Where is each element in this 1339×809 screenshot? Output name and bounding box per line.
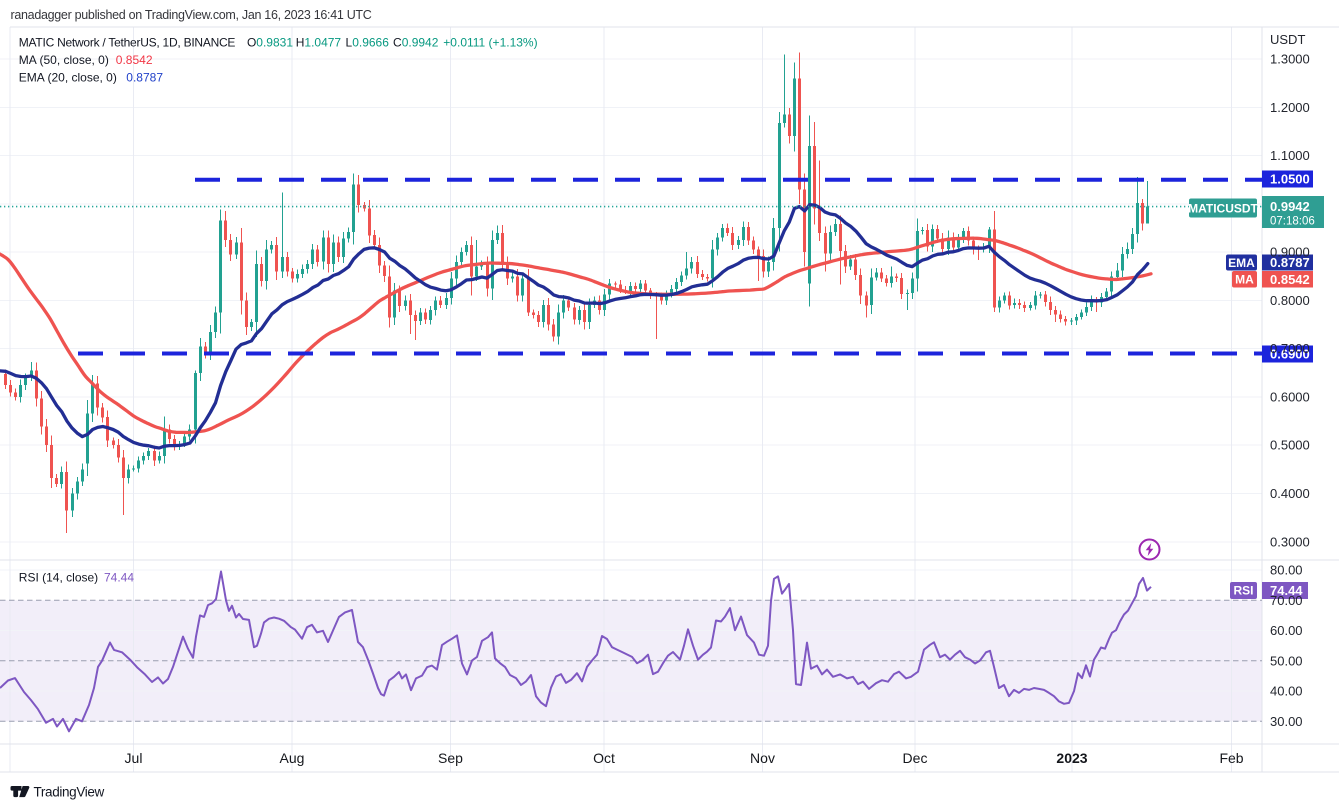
svg-text:07:18:06: 07:18:06: [1270, 216, 1315, 228]
svg-text:0.8787: 0.8787: [1270, 255, 1310, 270]
svg-text:Dec: Dec: [903, 750, 928, 766]
svg-text:1.3000: 1.3000: [1270, 52, 1310, 67]
svg-text:C: C: [393, 36, 402, 50]
svg-text:60.00: 60.00: [1270, 623, 1303, 638]
svg-text:ranadagger published on Tradin: ranadagger published on TradingView.com,…: [11, 8, 372, 22]
svg-text:30.00: 30.00: [1270, 714, 1303, 729]
svg-text:Feb: Feb: [1219, 750, 1243, 766]
svg-text:2023: 2023: [1056, 750, 1087, 766]
svg-text:EMA: EMA: [1228, 256, 1255, 270]
svg-text:Oct: Oct: [593, 750, 615, 766]
svg-text:0.5000: 0.5000: [1270, 438, 1310, 453]
svg-text:MA (50, close, 0): MA (50, close, 0): [19, 53, 109, 67]
svg-text:74.44: 74.44: [104, 571, 134, 585]
svg-text:Sep: Sep: [438, 750, 463, 766]
svg-text:RSI: RSI: [1233, 584, 1253, 598]
svg-text:MA: MA: [1235, 273, 1254, 287]
svg-text:0.9666: 0.9666: [352, 36, 389, 50]
svg-text:0.3000: 0.3000: [1270, 534, 1310, 549]
svg-text:1.0500: 1.0500: [1270, 172, 1310, 187]
svg-text:Jul: Jul: [125, 750, 143, 766]
svg-text:O: O: [247, 36, 256, 50]
svg-text:0.9942: 0.9942: [402, 36, 439, 50]
svg-text:USDT: USDT: [1270, 32, 1305, 47]
svg-text:0.9942: 0.9942: [1270, 199, 1310, 214]
svg-text:1.2000: 1.2000: [1270, 100, 1310, 115]
svg-text:1.1000: 1.1000: [1270, 148, 1310, 163]
svg-text:0.9000: 0.9000: [1270, 245, 1310, 260]
svg-text:Aug: Aug: [280, 750, 305, 766]
svg-text:50.00: 50.00: [1270, 653, 1303, 668]
svg-text:0.4000: 0.4000: [1270, 486, 1310, 501]
svg-text:MATICUSDT: MATICUSDT: [1188, 202, 1258, 216]
svg-text:0.6000: 0.6000: [1270, 390, 1310, 405]
svg-text:1.0477: 1.0477: [304, 36, 341, 50]
svg-text:TradingView: TradingView: [34, 785, 105, 800]
svg-text:MATIC Network / TetherUS, 1D,: MATIC Network / TetherUS, 1D, BINANCE: [19, 36, 236, 50]
svg-text:0.7000: 0.7000: [1270, 341, 1310, 356]
svg-text:EMA (20, close, 0): EMA (20, close, 0): [19, 71, 117, 85]
svg-text:0.8787: 0.8787: [126, 71, 163, 85]
svg-text:L: L: [346, 36, 353, 50]
svg-text:Nov: Nov: [750, 750, 775, 766]
svg-text:+0.0111 (+1.13%): +0.0111 (+1.13%): [443, 36, 537, 50]
svg-text:70.00: 70.00: [1270, 593, 1303, 608]
svg-text:RSI (14, close): RSI (14, close): [19, 571, 98, 585]
svg-text:0.8542: 0.8542: [1270, 272, 1310, 287]
svg-text:0.8542: 0.8542: [116, 53, 153, 67]
svg-text:0.8000: 0.8000: [1270, 293, 1310, 308]
svg-text:74.44: 74.44: [1270, 583, 1303, 598]
svg-text:H: H: [296, 36, 305, 50]
svg-text:80.00: 80.00: [1270, 563, 1303, 578]
svg-text:0.9831: 0.9831: [256, 36, 293, 50]
svg-text:40.00: 40.00: [1270, 684, 1303, 699]
svg-text:0.6900: 0.6900: [1270, 347, 1310, 362]
